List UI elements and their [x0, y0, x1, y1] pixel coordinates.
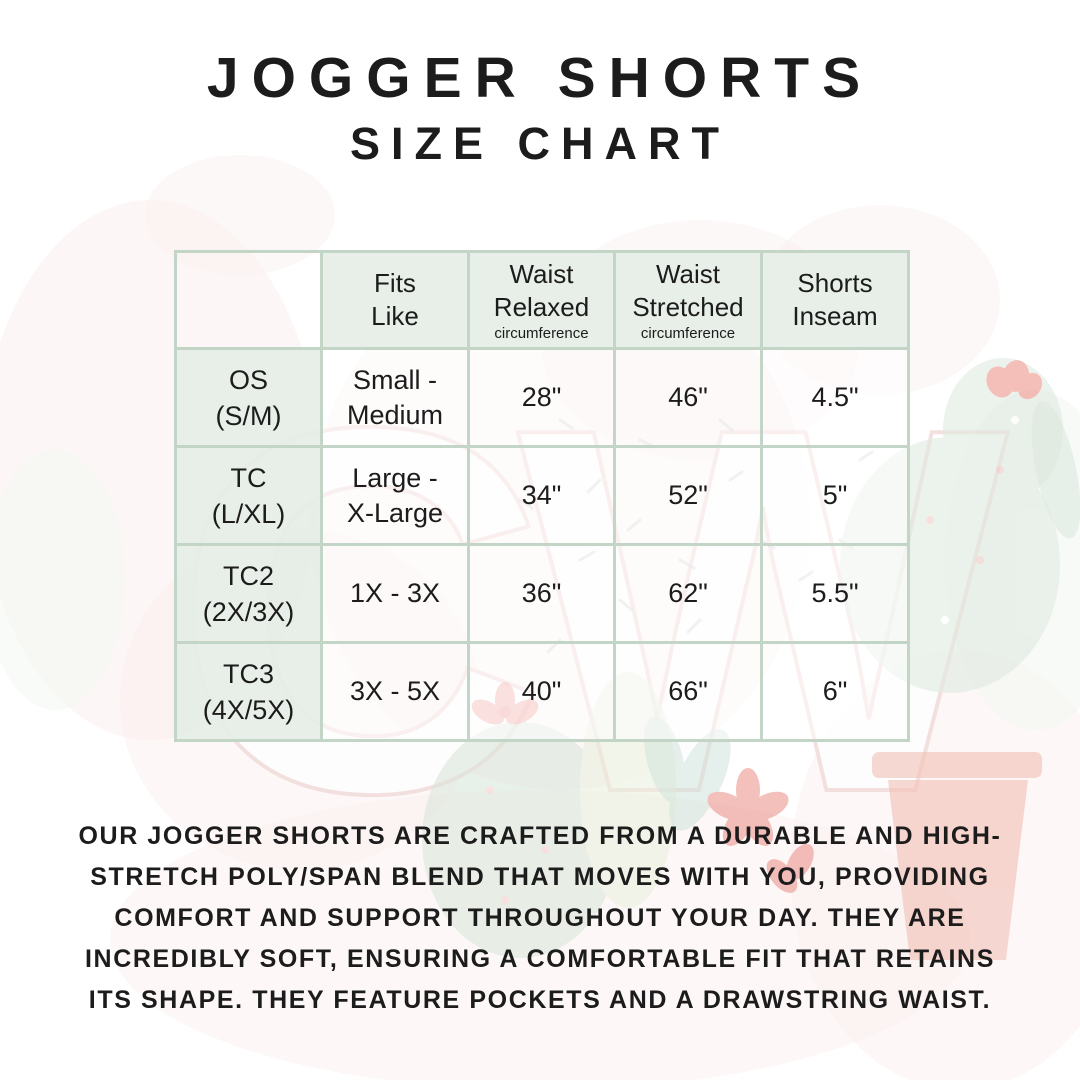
cactus-pot — [872, 752, 1042, 960]
row-header-os: OS (S/M) — [174, 347, 323, 448]
cactus-flower — [986, 360, 1043, 400]
cell-tc-waist-stretched: 52" — [613, 445, 763, 546]
page-title: JOGGER SHORTS — [206, 46, 874, 110]
cell-tc2-inseam: 5.5" — [760, 543, 910, 644]
cell-tc3-waist-relaxed: 40" — [467, 641, 616, 742]
cell-tc2-waist-stretched: 62" — [613, 543, 763, 644]
col-header-waist-relaxed: Waist Relaxed circumference — [467, 250, 616, 350]
cell-tc3-waist-stretched: 66" — [613, 641, 763, 742]
cell-os-waist-relaxed: 28" — [467, 347, 616, 448]
page-subtitle: SIZE CHART — [350, 118, 730, 169]
table-row-tc: TC (L/XL) Large - X-Large 34" 52" 5" — [174, 445, 910, 546]
table-row-tc2: TC2 (2X/3X) 1X - 3X 36" 62" 5.5" — [174, 543, 910, 644]
row-header-tc: TC (L/XL) — [174, 445, 323, 546]
cell-tc3-inseam: 6" — [760, 641, 910, 742]
flower-leaf-cluster-watermark — [644, 401, 1080, 893]
description-line: OUR JOGGER SHORTS ARE CRAFTED FROM A DUR… — [78, 822, 1002, 850]
cell-tc-inseam: 5" — [760, 445, 910, 546]
col-header-waist-stretched: Waist Stretched circumference — [613, 250, 763, 350]
col-header-fits-like: Fits Like — [320, 250, 470, 350]
cell-tc2-fits-like: 1X - 3X — [320, 543, 470, 644]
cell-tc-fits-like: Large - X-Large — [320, 445, 470, 546]
description-line: ITS SHAPE. THEY FEATURE POCKETS AND A DR… — [88, 986, 992, 1014]
row-header-tc3: TC3 (4X/5X) — [174, 641, 323, 742]
row-header-tc2: TC2 (2X/3X) — [174, 543, 323, 644]
col-header-shorts-inseam: Shorts Inseam — [760, 250, 910, 350]
size-chart-table: Fits Like Waist Relaxed circumference Wa… — [174, 250, 910, 742]
table-row-os: OS (S/M) Small - Medium 28" 46" 4.5" — [174, 347, 910, 448]
cell-tc-waist-relaxed: 34" — [467, 445, 616, 546]
page-header: JOGGER SHORTS SIZE CHART — [0, 46, 1080, 170]
product-description: OUR JOGGER SHORTS ARE CRAFTED FROM A DUR… — [0, 816, 1080, 1021]
description-line: STRETCH POLY/SPAN BLEND THAT MOVES WITH … — [90, 863, 990, 891]
corner-cell — [174, 250, 323, 350]
table-header-row: Fits Like Waist Relaxed circumference Wa… — [174, 250, 910, 350]
description-line: COMFORT AND SUPPORT THROUGHOUT YOUR DAY.… — [114, 904, 966, 932]
cell-os-waist-stretched: 46" — [613, 347, 763, 448]
description-line: INCREDIBLY SOFT, ENSURING A COMFORTABLE … — [85, 945, 995, 973]
cell-os-inseam: 4.5" — [760, 347, 910, 448]
cell-tc2-waist-relaxed: 36" — [467, 543, 616, 644]
cell-tc3-fits-like: 3X - 5X — [320, 641, 470, 742]
cell-os-fits-like: Small - Medium — [320, 347, 470, 448]
table-row-tc3: TC3 (4X/5X) 3X - 5X 40" 66" 6" — [174, 641, 910, 742]
